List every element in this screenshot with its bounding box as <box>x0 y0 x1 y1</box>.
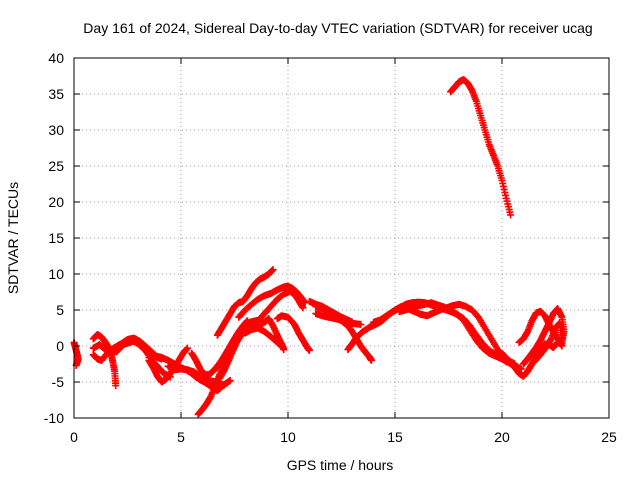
y-tick-label: -10 <box>44 410 64 426</box>
y-tick-label: 0 <box>56 338 64 354</box>
data-point <box>220 382 228 390</box>
series-t21 <box>395 299 525 373</box>
data-point <box>279 343 287 351</box>
data-point <box>367 356 375 364</box>
x-tick-label: 25 <box>601 429 617 445</box>
series-t26 <box>447 76 515 219</box>
data-point <box>299 304 307 312</box>
series-t18 <box>312 310 365 328</box>
y-tick-label: -5 <box>52 374 65 390</box>
x-tick-label: 15 <box>387 429 403 445</box>
data-point <box>558 333 566 341</box>
data-marks <box>70 76 568 418</box>
y-tick-label: 5 <box>56 302 64 318</box>
x-axis-ticks: 0 5 10 15 20 25 <box>70 58 617 445</box>
series-t22 <box>498 338 566 380</box>
chart-title: Day 161 of 2024, Sidereal Day-to-day VTE… <box>83 20 592 36</box>
series-t25 <box>530 319 566 366</box>
data-point <box>280 344 288 352</box>
series-t13 <box>248 287 307 328</box>
data-point <box>357 320 365 328</box>
x-tick-label: 0 <box>70 429 78 445</box>
series-t1 <box>70 338 82 369</box>
data-point <box>112 382 120 390</box>
y-tick-label: 10 <box>48 266 64 282</box>
y-tick-label: 25 <box>48 158 64 174</box>
data-point <box>507 211 515 219</box>
data-point <box>269 266 277 274</box>
series-t4 <box>89 334 166 364</box>
y-axis-label: SDTVAR / TECUs <box>5 182 21 294</box>
series-t14 <box>241 324 288 352</box>
x-tick-label: 20 <box>494 429 510 445</box>
y-tick-label: 35 <box>48 86 64 102</box>
series-t15 <box>273 312 313 354</box>
series-t11 <box>213 266 277 339</box>
data-point <box>183 344 191 352</box>
x-tick-label: 5 <box>177 429 185 445</box>
y-tick-label: 15 <box>48 230 64 246</box>
y-tick-label: 20 <box>48 194 64 210</box>
x-tick-label: 10 <box>280 429 296 445</box>
y-tick-label: 40 <box>48 50 64 66</box>
data-point <box>305 346 313 354</box>
y-axis-ticks: -10 -5 0 5 10 15 20 25 30 35 40 <box>44 50 609 426</box>
x-axis-label: GPS time / hours <box>287 457 394 473</box>
data-point <box>226 377 234 385</box>
y-tick-label: 30 <box>48 122 64 138</box>
